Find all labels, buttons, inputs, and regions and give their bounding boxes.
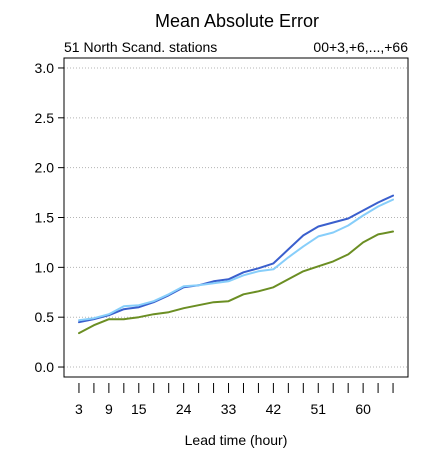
y-tick-label: 1.5: [35, 210, 55, 226]
x-tick-label: 24: [176, 401, 192, 417]
grid-lines: [64, 67, 408, 368]
series-line-3: [78, 230, 394, 335]
chart-title: Mean Absolute Error: [155, 11, 319, 31]
y-tick-label: 0.5: [35, 309, 55, 325]
x-tick-label: 33: [221, 401, 237, 417]
x-tick-label: 51: [310, 401, 326, 417]
chart-subtitle-left: 51 North Scand. stations: [64, 39, 217, 55]
plot-frame: [63, 57, 409, 378]
series-line-1: [78, 194, 394, 324]
axes: 0.0 0.5 1.0 1.5 2.0 2.5 3.0 3 9 15 24 33 42 51 60: [35, 60, 394, 417]
y-tick-label: 1.0: [35, 259, 55, 275]
y-tick-label: 2.5: [35, 110, 55, 126]
y-tick-label: 3.0: [35, 60, 55, 76]
x-tick-label: 9: [105, 401, 113, 417]
x-tick-label: 42: [266, 401, 282, 417]
x-axis-label: Lead time (hour): [185, 432, 288, 448]
chart-subtitle-right: 00+3,+6,...,+66: [313, 39, 408, 55]
x-tick-label: 3: [75, 401, 83, 417]
x-tick-label: 60: [355, 401, 371, 417]
y-tick-label: 2.0: [35, 160, 55, 176]
series-line-2: [78, 198, 394, 322]
x-tick-label: 15: [131, 401, 147, 417]
data-series: [78, 194, 394, 335]
y-tick-label: 0.0: [35, 359, 55, 375]
